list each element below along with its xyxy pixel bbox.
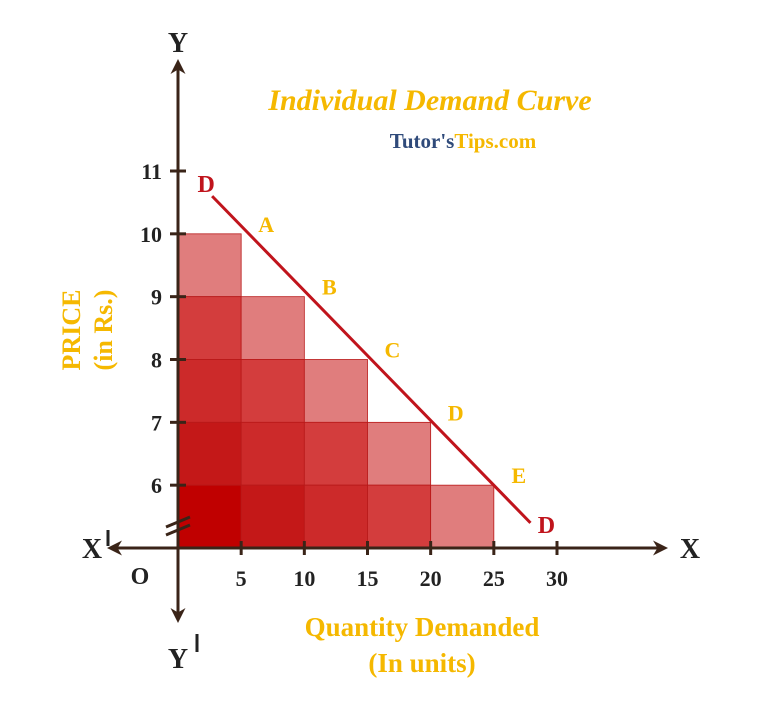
bar-cell (177, 233, 242, 298)
axis-letter: Y (168, 28, 188, 59)
bar-cell (303, 484, 368, 549)
point-label: B (322, 275, 337, 300)
y-tick-label: 9 (151, 285, 162, 310)
bar-cell (303, 359, 368, 423)
bar-cell (240, 484, 305, 549)
demand-line (211, 195, 532, 524)
plot (177, 233, 495, 549)
y-tick-label: 7 (151, 410, 162, 435)
point-label: E (511, 463, 526, 488)
axis-break (165, 515, 191, 529)
x-tick-label: 25 (483, 566, 505, 591)
line-label: D (538, 513, 555, 539)
point-label: C (385, 338, 401, 363)
subtitle: Tutor'sTips.com (390, 129, 537, 153)
x-tick-label: 5 (236, 566, 247, 591)
bar-cell (430, 484, 495, 549)
origin-label: O (131, 564, 150, 590)
bar-cell (177, 296, 242, 360)
subtitle-part: Tips.com (454, 129, 536, 153)
bar-cell (177, 359, 242, 423)
x-tick-label: 10 (293, 566, 315, 591)
y-label: PRICE (in Rs.) (57, 290, 118, 371)
y-label-line: (in Rs.) (89, 290, 118, 371)
bar-cell (240, 359, 305, 423)
point-label: D (448, 400, 464, 425)
line-label: D (197, 172, 214, 198)
y-tick-label: 10 (140, 222, 162, 247)
axis-letter: Y (168, 644, 188, 675)
y-tick-label: 11 (141, 159, 162, 184)
y-tick-label: 6 (151, 473, 162, 498)
chart-title: Individual Demand Curve (267, 84, 591, 117)
x-label-line: (In units) (368, 648, 475, 678)
bar-cell (367, 484, 432, 549)
y-tick-label: 8 (151, 348, 162, 373)
x-tick-label: 30 (546, 566, 568, 591)
point-label: A (258, 212, 274, 237)
bar-cell (240, 421, 305, 486)
x-label-line: Quantity Demanded (305, 612, 540, 642)
bar-cell (177, 421, 242, 486)
axis-letter: X (82, 534, 102, 565)
y-label-line: PRICE (57, 290, 86, 371)
x-tick-label: 15 (357, 566, 379, 591)
axis-letter: X (680, 534, 700, 565)
axis-break (165, 523, 191, 537)
bar-cell (240, 296, 305, 360)
x-tick-label: 20 (420, 566, 442, 591)
subtitle-part: Tutor's (390, 129, 455, 153)
bar-cell (303, 421, 368, 486)
bar-cell (367, 421, 432, 486)
